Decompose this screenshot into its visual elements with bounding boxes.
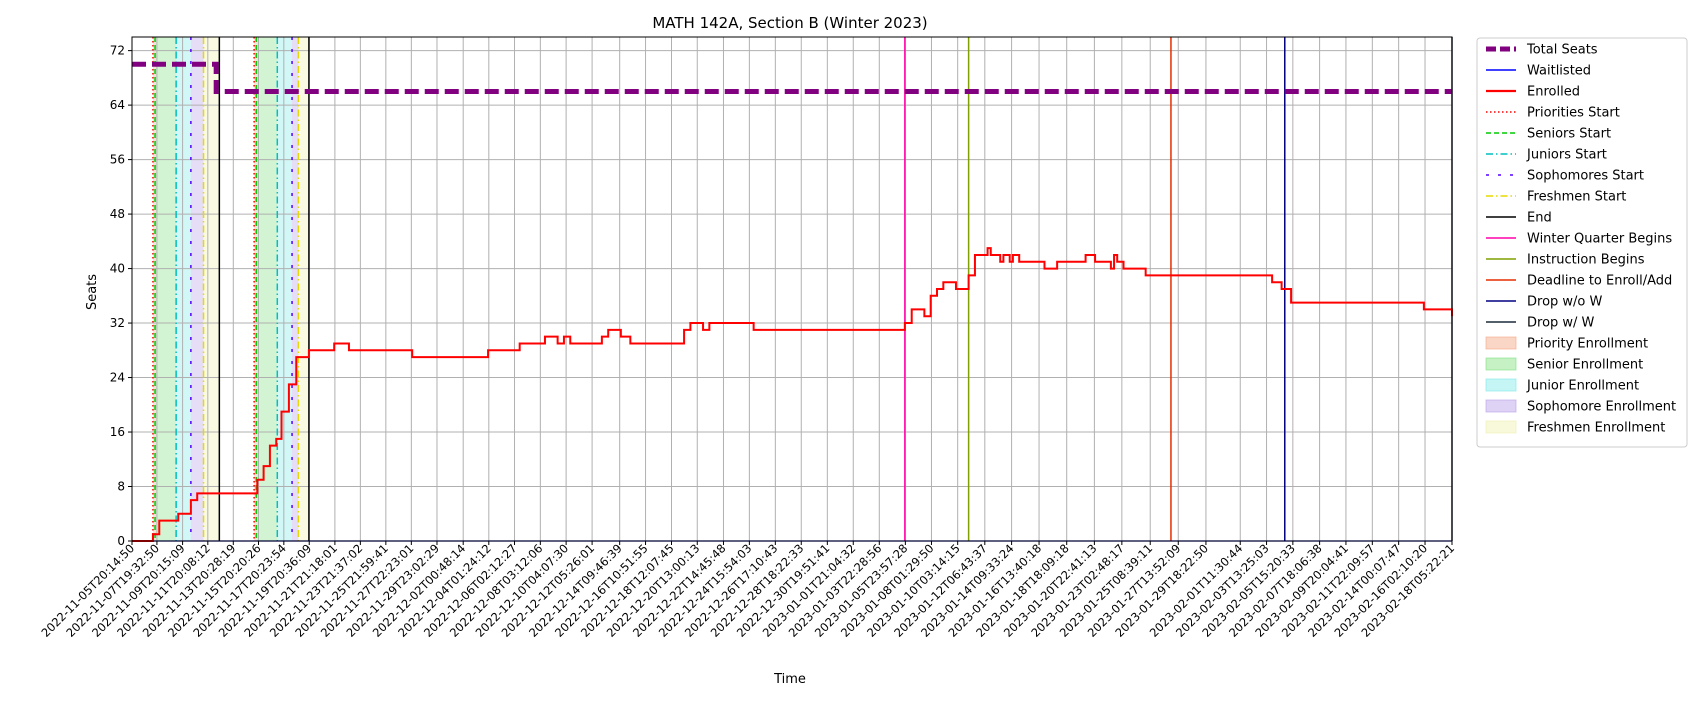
legend-label-junior-enrollment: Junior Enrollment	[1526, 379, 1639, 394]
span-junior-enrollment	[176, 37, 191, 541]
y-tick-label: 56	[110, 153, 125, 167]
legend: Total Seats Waitlisted Enrolled Priorities …	[1476, 37, 1688, 448]
y-tick-label: 64	[110, 98, 125, 112]
series-line-enrolled	[132, 247, 1453, 542]
legend-label-sophomore-enrollment: Sophomore Enrollment	[1527, 400, 1676, 415]
span-senior-enrollment	[155, 37, 177, 541]
legend-label-priorities-start: Priorities Start	[1527, 106, 1620, 121]
x-axis-label: Time	[773, 672, 806, 687]
event-lines	[152, 37, 1453, 541]
y-tick-label: 8	[117, 480, 125, 494]
legend-label-juniors-start: Juniors Start	[1526, 148, 1607, 163]
span-senior-enrollment	[256, 37, 278, 541]
y-axis-ticks: 0 8 16 24 32 40 48 56 64 72	[110, 44, 132, 548]
series-lines	[132, 61, 1453, 542]
legend-label-freshmen-start: Freshmen Start	[1527, 190, 1626, 205]
span-sophomore-enrollment	[190, 37, 204, 541]
y-tick-label: 16	[110, 425, 125, 439]
legend-swatch-sophomore-enrollment	[1485, 399, 1517, 413]
legend-swatch-junior-enrollment	[1485, 378, 1517, 392]
legend-label-enrolled: Enrolled	[1527, 85, 1580, 100]
span-freshmen-enrollment	[203, 37, 220, 541]
x-axis-ticks: 2022-11-05T20:14:502022-11-07T19:32:5020…	[38, 541, 1457, 640]
y-tick-label: 24	[110, 371, 125, 385]
legend-swatch-freshmen-enrollment	[1485, 420, 1517, 434]
legend-label-freshmen-enrollment: Freshmen Enrollment	[1527, 421, 1665, 436]
legend-label-deadline-to-enroll-add: Deadline to Enroll/Add	[1527, 274, 1672, 289]
legend-label-senior-enrollment: Senior Enrollment	[1527, 358, 1643, 373]
legend-label-drop-w-o-w: Drop w/o W	[1527, 295, 1603, 310]
legend-label-instruction-begins: Instruction Begins	[1527, 253, 1645, 268]
y-tick-label: 40	[110, 262, 125, 276]
y-tick-label: 72	[110, 44, 125, 58]
span-sophomore-enrollment	[292, 37, 299, 541]
series-line-total-seats	[132, 61, 1452, 94]
y-tick-label: 0	[117, 534, 125, 548]
legend-label-drop-w-w: Drop w/ W	[1527, 316, 1595, 331]
span-freshmen-enrollment	[298, 37, 309, 541]
grid	[131, 37, 1453, 542]
legend-label-winter-quarter-begins: Winter Quarter Begins	[1527, 232, 1672, 247]
y-axis-label: Seats	[85, 274, 100, 310]
legend-swatch-priority-enrollment	[1485, 336, 1517, 350]
legend-label-waitlisted: Waitlisted	[1527, 64, 1591, 79]
legend-label-sophomores-start: Sophomores Start	[1527, 169, 1644, 184]
plot-frame	[131, 36, 1453, 542]
span-priority-enrollment	[152, 37, 156, 541]
span-priority-enrollment	[254, 37, 257, 541]
span-junior-enrollment	[277, 37, 293, 541]
legend-label-total-seats: Total Seats	[1526, 43, 1598, 58]
legend-swatch-senior-enrollment	[1485, 357, 1517, 371]
legend-label-seniors-start: Seniors Start	[1527, 127, 1611, 142]
y-tick-label: 48	[110, 207, 125, 221]
y-tick-label: 32	[110, 316, 125, 330]
legend-label-priority-enrollment: Priority Enrollment	[1527, 337, 1648, 352]
legend-label-end: End	[1527, 211, 1552, 226]
legend-box	[1476, 37, 1688, 448]
chart-title: MATH 142A, Section B (Winter 2023)	[652, 14, 927, 32]
